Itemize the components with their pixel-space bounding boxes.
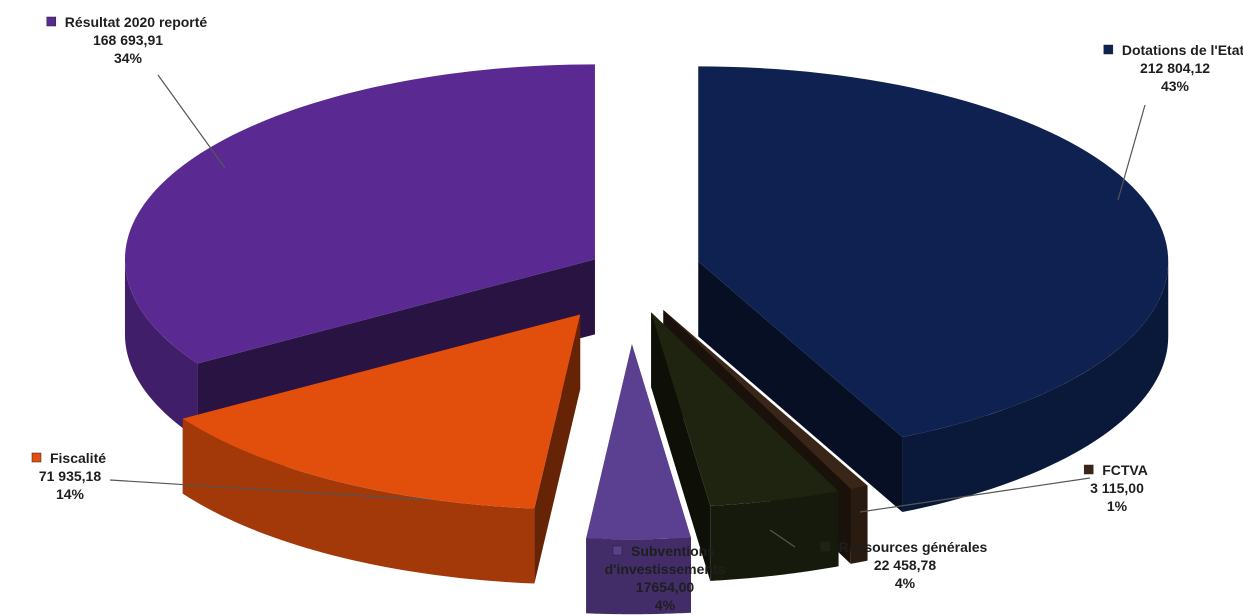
slice-outer-wall	[710, 491, 839, 581]
label-fiscalite: Fiscalité 71 935,18 14%	[31, 450, 106, 502]
slice-percent: 4%	[895, 575, 916, 591]
slice-percent: 34%	[114, 50, 143, 66]
leader-line-fiscalite	[109, 479, 431, 501]
leader-line-fctva	[859, 477, 1091, 513]
slice-name: Dotations de l'Etat	[1122, 42, 1243, 58]
slice-value: 3 115,00	[1090, 480, 1144, 496]
slice-value: 212 804,12	[1140, 60, 1210, 76]
slice-top	[663, 309, 868, 489]
slice-percent: 4%	[655, 597, 676, 613]
slice-side-wall	[698, 261, 903, 513]
pie-slices	[124, 64, 1169, 615]
slice-name: FCTVA	[1102, 462, 1148, 478]
leader-line-resultat-2020-reporte	[157, 74, 226, 169]
slice-name: d'investissements	[605, 561, 726, 577]
legend-swatch	[1083, 464, 1094, 475]
slice-ressources-generales	[651, 312, 839, 581]
slice-top	[651, 312, 839, 506]
slice-percent: 43%	[1161, 78, 1190, 94]
slice-name: Résultat 2020 reporté	[65, 14, 208, 30]
label-dotations-de-l-etat: Dotations de l'Etat 212 804,12 43%	[1103, 42, 1243, 94]
slice-value: 71 935,18	[39, 468, 101, 484]
slice-outer-wall	[586, 537, 691, 615]
slice-value: 168 693,91	[93, 32, 163, 48]
legend-swatch	[820, 541, 830, 552]
legend-swatch	[1103, 44, 1114, 55]
slice-fiscalite	[182, 314, 581, 584]
leader-line-dotations-de-l-etat	[1117, 104, 1146, 201]
slice-name: Fiscalité	[50, 450, 106, 466]
label-fctva: FCTVA 3 115,00 1%	[1083, 462, 1148, 514]
legend-swatch	[31, 452, 42, 463]
slice-percent: 14%	[56, 486, 85, 502]
legend-swatch	[46, 16, 57, 27]
slice-top	[124, 64, 595, 364]
label-ressources-generales: Ressources générales 22 458,78 4%	[820, 539, 988, 591]
slice-outer-wall	[124, 259, 198, 439]
slice-value: 17654,00	[636, 579, 695, 595]
leader-line-ressources-generales	[769, 529, 796, 548]
slice-outer-wall	[850, 485, 868, 564]
slice-top	[182, 314, 581, 509]
legend-swatch	[612, 545, 623, 556]
slice-top	[698, 66, 1169, 438]
slice-dotations-de-l-etat	[698, 66, 1169, 513]
slice-value: 22 458,78	[874, 557, 936, 573]
slice-top	[586, 344, 691, 540]
slice-subventions-d-investissements	[586, 344, 691, 615]
slice-outer-wall	[902, 261, 1169, 513]
slice-name: Ressources générales	[839, 539, 988, 555]
slice-percent: 1%	[1107, 498, 1128, 514]
slice-side-wall	[651, 312, 711, 581]
label-resultat-2020-reporte: Résultat 2020 reporté 168 693,91 34%	[46, 14, 208, 66]
label-subventions-d-investissements: Subventions d'investissements 17654,00 4%	[605, 543, 726, 613]
slice-name: Subventions	[631, 543, 715, 559]
slice-outer-wall	[182, 418, 535, 584]
slice-labels: Dotations de l'Etat 212 804,12 43% FCTVA 3 1…	[31, 14, 1243, 613]
leader-lines	[109, 74, 1146, 548]
